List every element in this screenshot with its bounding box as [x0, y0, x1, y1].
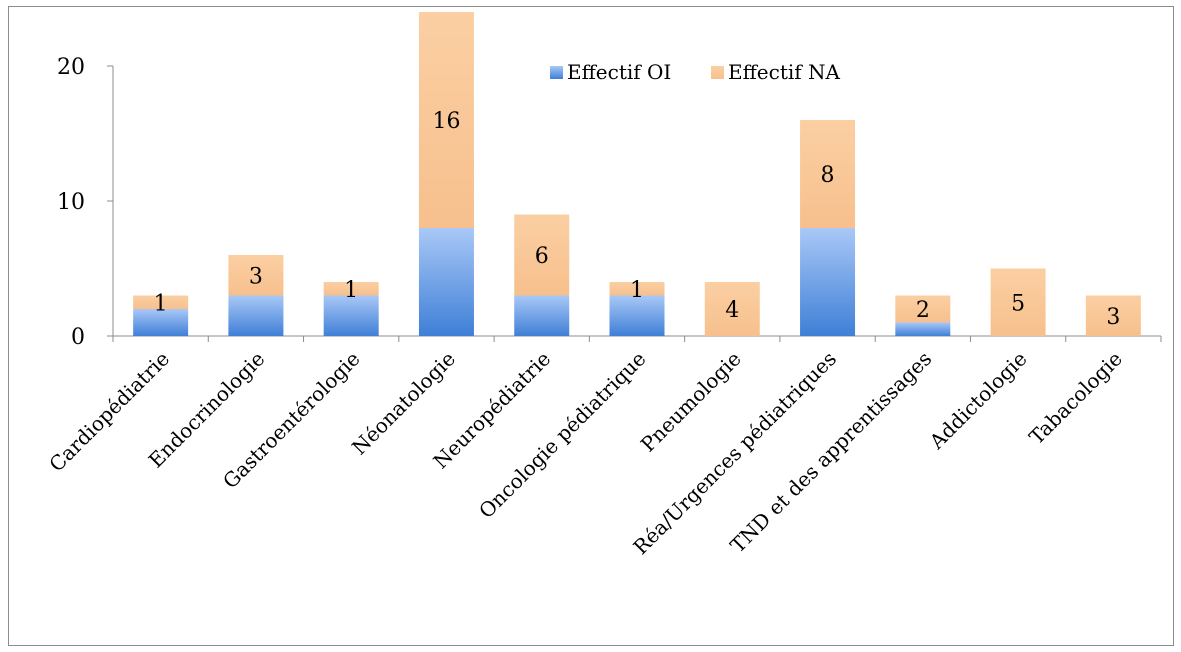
data-label: 1	[154, 291, 168, 316]
bar-effectif-oi	[895, 322, 951, 336]
bar-effectif-oi	[800, 228, 856, 336]
bar-effectif-oi	[323, 295, 379, 336]
data-label: 1	[344, 278, 358, 303]
bars	[133, 12, 1141, 336]
data-label: 4	[725, 298, 739, 323]
bar-effectif-oi	[418, 228, 474, 336]
bar-effectif-oi	[133, 309, 189, 336]
data-label: 8	[821, 163, 835, 188]
y-tick-label: 0	[71, 325, 85, 350]
chart-frame	[8, 6, 1174, 646]
bar-effectif-na	[895, 295, 951, 323]
x-category-label: Oncologie pédiatrique	[474, 347, 651, 524]
legend-item-effectif-na: Effectif NA	[711, 60, 841, 84]
legend-item-effectif-oi: Effectif OI	[550, 60, 671, 84]
data-label: 5	[1011, 291, 1025, 316]
data-label: 1	[630, 278, 644, 303]
data-label: 3	[249, 264, 263, 289]
legend-swatch	[711, 66, 724, 79]
bar-effectif-na	[133, 295, 189, 309]
y-tick-label: 20	[57, 55, 85, 80]
bar-effectif-oi	[228, 295, 284, 336]
data-label: 16	[432, 109, 460, 134]
bar-effectif-na	[323, 282, 379, 296]
x-category-label: TND et des apprentissages	[725, 347, 936, 558]
bar-effectif-oi	[514, 295, 570, 336]
bar-effectif-oi	[609, 295, 665, 336]
bar-effectif-na	[990, 268, 1046, 336]
bar-effectif-na	[609, 282, 665, 296]
bar-effectif-na	[228, 255, 284, 296]
legend: Effectif OI Effectif NA	[550, 60, 841, 84]
legend-swatch	[550, 66, 563, 79]
bar-effectif-na	[1085, 295, 1141, 336]
x-category-label: Addictologie	[924, 347, 1032, 455]
legend-label: Effectif OI	[567, 60, 671, 84]
x-category-label: Tabacologie	[1024, 347, 1127, 450]
legend-label: Effectif NA	[728, 60, 841, 84]
x-category-label: Réa/Urgences pédiatriques	[628, 347, 841, 560]
data-label: 3	[1106, 305, 1120, 330]
data-label: 2	[916, 298, 930, 323]
bar-effectif-na	[418, 12, 474, 228]
labels: 1Cardiopédiatrie3Endocrinologie1Gastroen…	[44, 109, 1127, 559]
bar-effectif-na	[800, 120, 856, 228]
axes: 0 10 20	[57, 55, 1162, 350]
bar-effectif-na	[704, 282, 760, 336]
bar-effectif-na	[514, 214, 570, 296]
y-tick-label: 10	[57, 190, 85, 215]
data-label: 6	[535, 244, 549, 269]
